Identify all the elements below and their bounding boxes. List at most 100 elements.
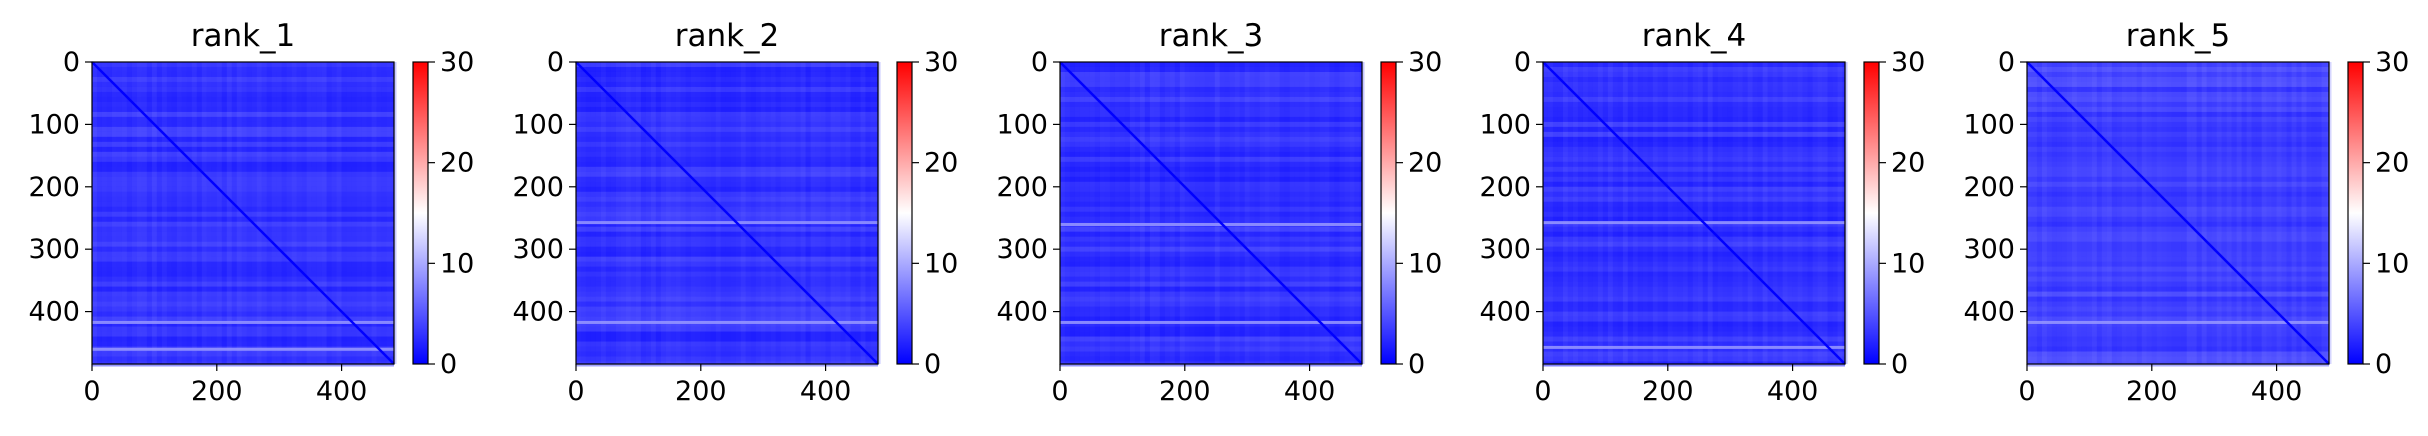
heatmap-row-band <box>1060 241 1362 247</box>
heatmap-row-band <box>92 256 394 262</box>
heatmap-row-band <box>1060 351 1362 357</box>
heatmap-row-band <box>92 226 394 232</box>
heatmap-col-band <box>1314 62 1320 364</box>
heatmap-row-band <box>1543 206 1845 212</box>
heatmap-col-band <box>1677 62 1683 364</box>
heatmap-row-band <box>2027 356 2329 362</box>
heatmap-col-band <box>1104 62 1110 364</box>
heatmap-col-band <box>755 62 761 364</box>
heatmap-bright-band <box>576 221 878 225</box>
heatmap-col-band <box>2091 62 2097 364</box>
heatmap-row-band <box>92 71 394 77</box>
heatmap-col-band <box>1204 62 1210 364</box>
heatmap-col-band <box>1309 62 1315 364</box>
heatmap-row-band <box>576 226 878 232</box>
heatmap-row-band <box>1060 111 1362 117</box>
heatmap-col-band <box>2027 62 2032 364</box>
heatmap-row-band <box>576 331 878 337</box>
heatmap-col-band <box>1822 62 1828 364</box>
heatmap-diagonal <box>91 61 395 365</box>
heatmap-col-band <box>1184 62 1190 364</box>
heatmap-row-band <box>2027 101 2329 107</box>
heatmap-col-band <box>830 62 836 364</box>
heatmap-col-band <box>780 62 786 364</box>
heatmap-col-band <box>1099 62 1105 364</box>
heatmap-col-band <box>316 62 322 364</box>
heatmap-row-band <box>576 346 878 352</box>
heatmap-row-band <box>2027 136 2329 142</box>
heatmap-row-band <box>1543 136 1845 142</box>
heatmap-col-band <box>810 62 816 364</box>
x-tick-label: 400 <box>1284 376 1336 407</box>
y-tick-label: 400 <box>512 297 564 328</box>
heatmap-row-band <box>576 136 878 142</box>
y-tick-label: 200 <box>1963 172 2015 203</box>
heatmap-row-band <box>92 161 394 167</box>
heatmap-row-band <box>92 261 394 267</box>
heatmap-row-band <box>92 221 394 227</box>
heatmap-col-band <box>1587 62 1593 364</box>
heatmap-row-band <box>2027 226 2329 232</box>
heatmap-row-band <box>576 116 878 122</box>
heatmap-row-band <box>2027 131 2329 137</box>
heatmap-col-band <box>795 62 801 364</box>
y-tick-label: 0 <box>63 47 80 78</box>
heatmap-row-band <box>92 241 394 247</box>
heatmap-row-band <box>576 301 878 307</box>
colorbar <box>1863 61 1880 365</box>
y-tick-label: 100 <box>512 109 564 140</box>
heatmap-col-band <box>2121 62 2127 364</box>
heatmap-col-band <box>1797 62 1803 364</box>
heatmap-row-band <box>576 296 878 302</box>
heatmap-row-band <box>92 326 394 332</box>
heatmap-row-band <box>1060 306 1362 312</box>
heatmap-col-band <box>2106 62 2112 364</box>
heatmap-col-band <box>1139 62 1145 364</box>
heatmap-row-band <box>576 156 878 162</box>
heatmap-col-band <box>336 62 342 364</box>
x-tick-label: 200 <box>2126 376 2178 407</box>
heatmap-col-band <box>1772 62 1778 364</box>
heatmap-col-band <box>156 62 162 364</box>
heatmap-col-band <box>1807 62 1813 364</box>
heatmap-col-band <box>1682 62 1688 364</box>
heatmap-col-band <box>720 62 726 364</box>
heatmap-col-band <box>675 62 681 364</box>
heatmap-row-band <box>576 71 878 77</box>
heatmap-row-band <box>1060 146 1362 152</box>
heatmap-col-band <box>1299 62 1305 364</box>
heatmap-col-band <box>2111 62 2117 364</box>
heatmap-row-band <box>1543 76 1845 82</box>
heatmap-col-band <box>665 62 671 364</box>
heatmap-row-band <box>92 251 394 257</box>
heatmap-row-band <box>1543 191 1845 197</box>
heatmap-row-band <box>1060 62 1362 67</box>
heatmap-col-band <box>1777 62 1783 364</box>
heatmap-row-band <box>2027 71 2329 77</box>
heatmap-col-band <box>1827 62 1833 364</box>
y-tick-label: 0 <box>1998 47 2015 78</box>
heatmap-col-band <box>1224 62 1230 364</box>
heatmap-col-band <box>1543 62 1548 364</box>
heatmap-col-band <box>1697 62 1703 364</box>
colorbar-tick-label: 20 <box>1408 148 1442 179</box>
heatmap-col-band <box>306 62 312 364</box>
heatmap-row-band <box>1060 161 1362 167</box>
heatmap-col-band <box>226 62 232 364</box>
heatmap-col-band <box>2031 62 2037 364</box>
heatmap-col-band <box>1817 62 1823 364</box>
heatmap-row-band <box>576 356 878 362</box>
heatmap-bright-band <box>576 320 878 324</box>
heatmap-col-band <box>645 62 651 364</box>
heatmap-col-band <box>2311 62 2317 364</box>
heatmap-col-band <box>1592 62 1598 364</box>
heatmap-row-band <box>1543 326 1845 332</box>
heatmap-col-band <box>815 62 821 364</box>
heatmap-row-band <box>1060 206 1362 212</box>
heatmap-row-band <box>2027 311 2329 317</box>
colorbar-tick-label: 0 <box>1408 349 1425 380</box>
heatmap-row-band <box>576 321 878 327</box>
heatmap-col-band <box>361 62 367 364</box>
x-tick-label: 0 <box>1534 376 1551 407</box>
